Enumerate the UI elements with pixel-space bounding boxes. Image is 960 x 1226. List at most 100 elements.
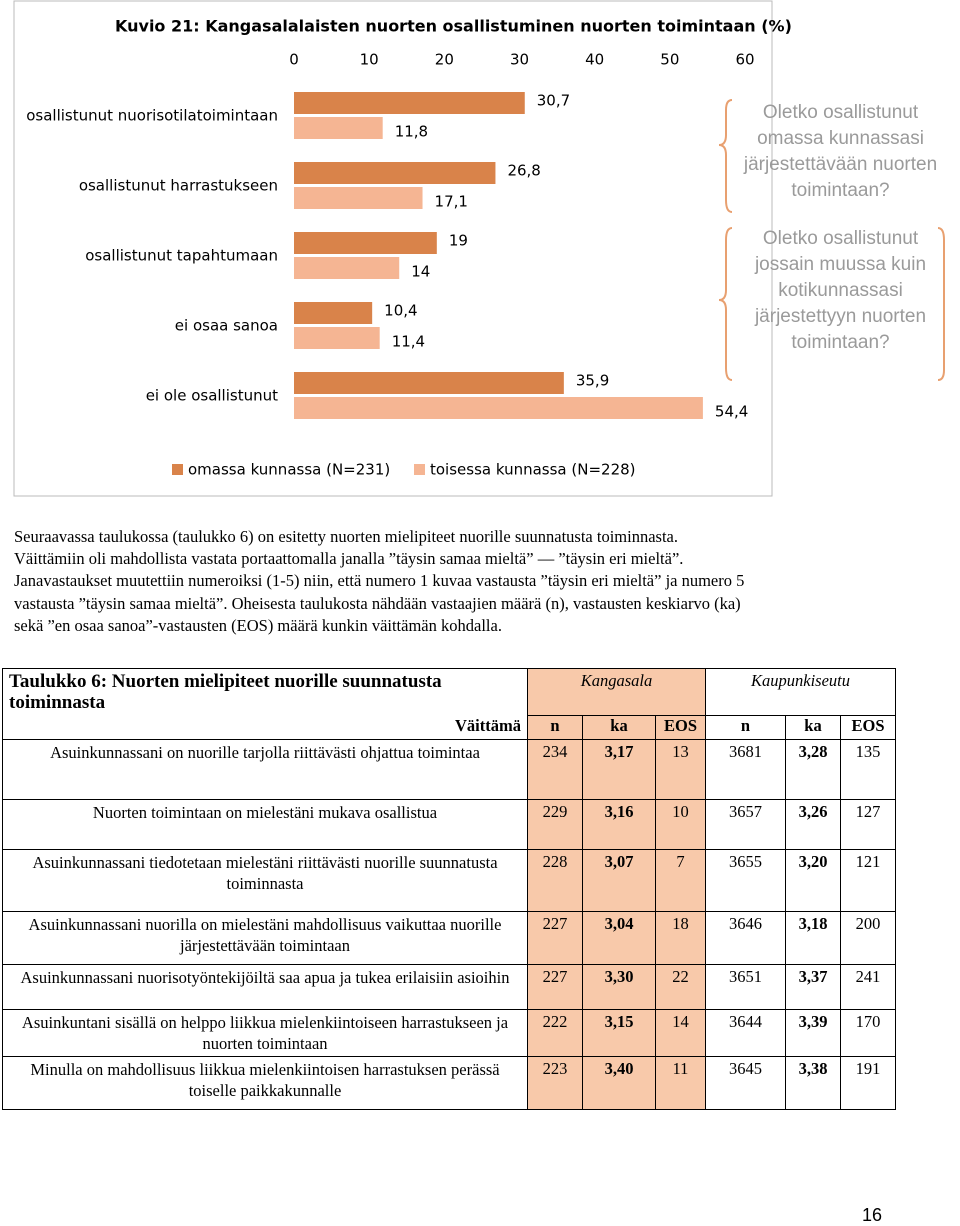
table-value: 241 (839, 964, 897, 1010)
statement: Minulla on mahdollisuus liikkua mielenki… (2, 1056, 528, 1110)
value-label: 10,4 (384, 302, 417, 320)
table-value: 121 (839, 849, 897, 912)
bar (294, 327, 380, 349)
value-label: 35,9 (576, 372, 609, 390)
table-value: 3,37 (785, 964, 841, 1010)
table-value: 135 (839, 739, 897, 800)
legend-label: omassa kunnassa (N=231) (188, 461, 390, 479)
table: Taulukko 6: Nuorten mielipiteet nuorille… (2, 668, 897, 1110)
value-label: 54,4 (715, 403, 748, 421)
statement: Asuinkuntani sisällä on helppo liikkua m… (2, 1009, 528, 1057)
table-value: 3,39 (785, 1009, 841, 1057)
table-value: 3,04 (582, 911, 656, 965)
bar (294, 257, 400, 279)
table-value: 3,15 (582, 1009, 656, 1057)
table-value: 3,17 (582, 739, 656, 800)
x-tick-label: 0 (289, 51, 299, 69)
bar (294, 372, 564, 394)
legend-swatch (172, 464, 183, 475)
callout: Oletko osallistunut jossain muussa kuin … (754, 228, 927, 353)
table-value: 3681 (705, 739, 786, 800)
bar (294, 397, 703, 419)
column-header: n (527, 715, 583, 740)
table-value: 22 (655, 964, 706, 1010)
callout-brace (937, 227, 945, 381)
callout-brace (718, 99, 733, 213)
chart-frame (13, 0, 773, 497)
table-value: 3645 (705, 1056, 786, 1110)
table-value: 18 (655, 911, 706, 965)
chart: Kuvio 21: Kangasalalaisten nuorten osall… (13, 0, 945, 497)
page-number: 16 (862, 1205, 883, 1225)
table-value: 223 (527, 1056, 583, 1110)
callout-brace (718, 227, 733, 381)
paragraph-line: Seuraavassa taulukossa (taulukko 6) on e… (14, 527, 678, 546)
table-value: 3,26 (785, 799, 841, 850)
table-value: 3651 (705, 964, 786, 1010)
table-value: 3655 (705, 849, 786, 912)
bar (294, 302, 373, 324)
bar (294, 92, 525, 114)
x-tick-label: 50 (660, 51, 679, 69)
column-header: ka (582, 715, 656, 740)
category-label: osallistunut nuorisotilatoimintaan (26, 107, 278, 125)
paragraph-line: sekä ”en osaa sanoa”-vastausten (EOS) mä… (14, 615, 502, 635)
table-value: 222 (527, 1009, 583, 1057)
column-header: ka (785, 715, 841, 740)
callout: Oletko osallistunut omassa kunnassasi jä… (743, 102, 938, 201)
paragraph: Seuraavassa taulukossa (taulukko 6) on e… (14, 526, 744, 637)
value-label: 17,1 (435, 193, 468, 211)
legend-label: toisessa kunnassa (N=228) (430, 461, 636, 479)
table-value: 3,20 (785, 849, 841, 912)
table-value: 234 (527, 739, 583, 800)
legend-swatch (414, 464, 425, 475)
category-label: osallistunut tapahtumaan (85, 247, 278, 265)
statement: Asuinkunnassani nuorisotyöntekijöiltä sa… (2, 964, 528, 1010)
table-value: 3657 (705, 799, 786, 850)
group-header: Kaupunkiseutu (704, 668, 897, 716)
column-header: n (705, 715, 786, 740)
table-value: 3644 (705, 1009, 786, 1057)
value-label: 11,4 (392, 333, 425, 351)
table-value: 227 (527, 964, 583, 1010)
x-tick-label: 60 (735, 51, 754, 69)
x-tick-label: 40 (585, 51, 604, 69)
paragraph-line: Janavastaukset muutettiin numeroiksi (1-… (14, 571, 745, 591)
value-label: 26,8 (507, 162, 540, 180)
chart-title: Kuvio 21: Kangasalalaisten nuorten osall… (115, 17, 792, 36)
table-value: 3646 (705, 911, 786, 965)
statement: Asuinkunnassani on nuorille tarjolla rii… (2, 739, 528, 800)
table-value: 3,07 (582, 849, 656, 912)
table-value: 7 (655, 849, 706, 912)
bar (294, 232, 437, 254)
table-value: 191 (839, 1056, 897, 1110)
table-value: 3,30 (582, 964, 656, 1010)
x-tick-label: 20 (435, 51, 454, 69)
value-label: 11,8 (395, 123, 428, 141)
table-value: 127 (839, 799, 897, 850)
table-value: 229 (527, 799, 583, 850)
table-value: 3,28 (785, 739, 841, 800)
statement: Nuorten toimintaan on mielestäni mukava … (2, 799, 528, 850)
bar (294, 117, 383, 139)
paragraph-line: Väittämiin oli mahdollista vastata porta… (14, 549, 684, 569)
category-label: ei osaa sanoa (175, 317, 278, 335)
value-label: 30,7 (537, 92, 570, 110)
bar (294, 187, 423, 209)
table-title: Taulukko 6: Nuorten mielipiteet nuorille… (2, 668, 528, 716)
table-value: 3,38 (785, 1056, 841, 1110)
value-label: 14 (411, 263, 430, 281)
table-value: 170 (839, 1009, 897, 1057)
group-header: Kangasala (527, 668, 706, 716)
table-value: 13 (655, 739, 706, 800)
table-value: 228 (527, 849, 583, 912)
statement: Asuinkunnassani nuorilla on mielestäni m… (2, 911, 528, 965)
table-value: 227 (527, 911, 583, 965)
column-header: EOS (839, 715, 897, 740)
table-value: 3,40 (582, 1056, 656, 1110)
column-header: EOS (655, 715, 706, 740)
table-value: 3,16 (582, 799, 656, 850)
x-tick-label: 30 (510, 51, 529, 69)
table-value: 10 (655, 799, 706, 850)
